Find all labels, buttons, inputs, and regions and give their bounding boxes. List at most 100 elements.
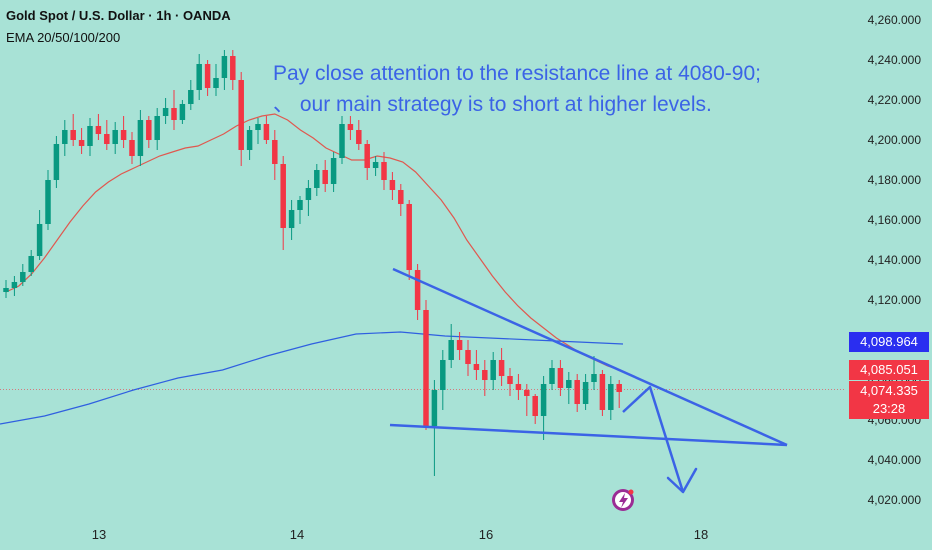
candle (3, 280, 9, 298)
candle (339, 116, 345, 164)
y-tick-label: 4,140.000 (868, 253, 922, 267)
candle (532, 394, 538, 424)
trend-drawings (389, 267, 788, 494)
annotation-line-2[interactable]: 、 our main strategy is to short at highe… (273, 93, 712, 116)
candle (423, 300, 429, 430)
lightning-icon[interactable] (612, 489, 634, 511)
candle (112, 122, 118, 154)
candle (305, 180, 312, 216)
candle (322, 160, 328, 192)
candle (389, 172, 396, 200)
candle (171, 90, 177, 130)
candle (616, 380, 622, 408)
annotation-line-1[interactable]: Pay close attention to the resistance li… (273, 62, 761, 85)
x-tick-label: 18 (694, 527, 708, 542)
candle (515, 374, 522, 400)
candle (473, 350, 480, 380)
candle (137, 110, 144, 166)
candle (53, 136, 60, 188)
candle (188, 80, 194, 110)
candle (154, 108, 160, 150)
candle (95, 114, 102, 140)
candle (297, 196, 303, 224)
ema-price-tag: 4,098.964 (849, 332, 929, 352)
candle (498, 348, 505, 386)
x-axis: 13 14 16 18 (92, 527, 708, 542)
candle (364, 140, 370, 180)
candle (104, 120, 110, 150)
candle (314, 164, 320, 196)
candle (557, 360, 564, 396)
candle (213, 64, 219, 96)
candle (70, 114, 76, 146)
support-trendline[interactable] (389, 423, 788, 447)
candle (465, 340, 471, 376)
bar-countdown-tag: 23:28 (849, 399, 929, 419)
current-price-tag: 4,074.335 (849, 381, 929, 401)
candle (591, 356, 597, 390)
ema-short-line (5, 113, 621, 371)
candle (288, 200, 295, 240)
candle (582, 374, 589, 410)
last-price-tag: 4,085.051 (849, 360, 929, 380)
candle (566, 372, 572, 404)
candle (120, 116, 127, 148)
candle (356, 120, 362, 150)
y-tick-label: 4,040.000 (868, 453, 922, 467)
arrow-head (666, 467, 698, 494)
candle (263, 116, 270, 144)
candle (406, 200, 412, 280)
chart-title: Gold Spot / U.S. Dollar · 1h · OANDA (6, 8, 231, 23)
candle (78, 128, 85, 154)
candle (540, 376, 547, 440)
candle (20, 264, 26, 286)
candle (381, 152, 387, 190)
candle (146, 116, 152, 148)
candle (490, 352, 496, 390)
candle (549, 360, 555, 390)
candle (221, 50, 228, 90)
candle (162, 98, 169, 124)
candle (347, 116, 354, 140)
candle (45, 170, 51, 230)
candle (448, 324, 454, 368)
candle (524, 384, 530, 416)
candle (398, 184, 404, 216)
y-tick-label: 4,260.000 (868, 13, 922, 27)
candle (574, 374, 580, 412)
x-tick-label: 14 (290, 527, 304, 542)
candle (36, 210, 43, 260)
candle (456, 332, 463, 360)
y-axis: 4,020.0004,040.0004,060.0004,080.0004,10… (868, 13, 922, 507)
projection-path-arrow[interactable] (622, 385, 685, 493)
candle (62, 120, 68, 156)
candle (11, 276, 18, 296)
candle (238, 72, 244, 166)
y-tick-label: 4,220.000 (868, 93, 922, 107)
indicator-label[interactable]: EMA 20/50/100/200 (6, 30, 121, 45)
candle (482, 360, 488, 396)
candle (179, 100, 186, 124)
candle (599, 370, 606, 416)
x-tick-label: 13 (92, 527, 106, 542)
y-tick-label: 4,160.000 (868, 213, 922, 227)
candle (196, 54, 202, 100)
candle (372, 156, 379, 176)
ema-lines (0, 113, 624, 425)
candle (507, 368, 513, 396)
resistance-trendline[interactable] (392, 267, 788, 447)
y-tick-label: 4,180.000 (868, 173, 922, 187)
x-tick-label: 16 (479, 527, 493, 542)
candle (440, 350, 446, 410)
candle (129, 132, 135, 164)
y-tick-label: 4,020.000 (868, 493, 922, 507)
y-tick-label: 4,120.000 (868, 293, 922, 307)
y-tick-label: 4,200.000 (868, 133, 922, 147)
candle (608, 376, 614, 420)
candle (272, 130, 278, 180)
candle (246, 126, 253, 160)
candle (230, 50, 236, 90)
y-tick-label: 4,240.000 (868, 53, 922, 67)
candle (87, 118, 93, 156)
